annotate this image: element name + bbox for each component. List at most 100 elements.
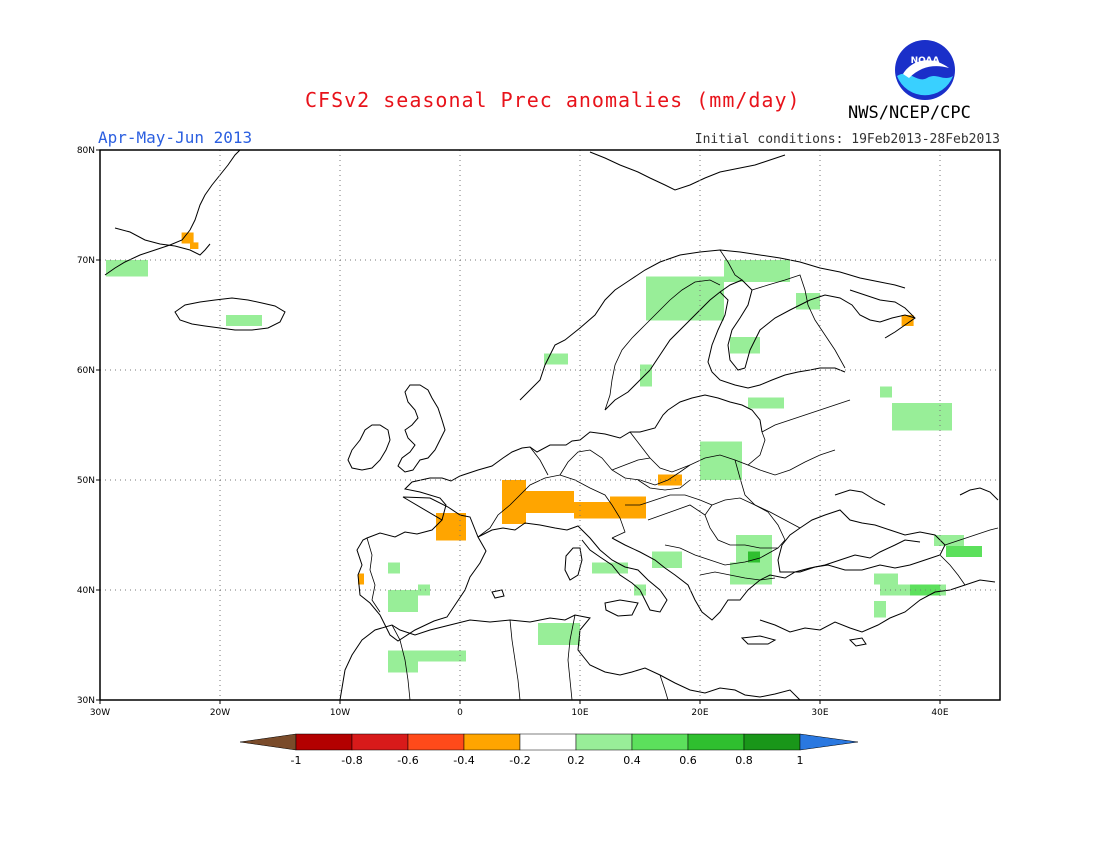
colorbar-label-9: 1: [797, 754, 804, 767]
anomaly-patch-27: [388, 590, 418, 612]
coastline-greenland-south: [114, 227, 211, 256]
border-turkey: [759, 554, 966, 586]
coastline-crete: [740, 635, 777, 645]
coastline-balearics: [491, 589, 505, 599]
logo-text: NOAA: [911, 56, 940, 66]
anomaly-patch-5: [436, 513, 466, 541]
anomaly-patch-0: [181, 232, 194, 244]
anomaly-patch-15: [730, 337, 760, 354]
agency-label: NWS/NCEP/CPC: [848, 103, 971, 123]
coastline-black-sea: [777, 509, 946, 573]
anomaly-patch-9: [358, 573, 364, 585]
coastline-cyprus: [848, 637, 867, 647]
anomaly-patch-2: [502, 480, 526, 524]
anomaly-patch-28: [418, 584, 430, 596]
coastline-anatolia: [759, 579, 996, 633]
anomaly-patch-1: [190, 242, 199, 249]
season-label: Apr-May-Jun 2013: [98, 128, 253, 147]
anomaly-patch-39: [748, 551, 760, 563]
colorbar-cells: [239, 733, 859, 751]
logo-wave: [897, 73, 953, 96]
anomaly-patch-18: [748, 397, 784, 409]
anomaly-patch-13: [724, 260, 790, 282]
coastline-adriatic: [611, 537, 921, 621]
colorbar-cell-7: [687, 733, 745, 751]
initial-conditions-label: Initial conditions: 19Feb2013-28Feb2013: [694, 132, 1000, 147]
chart-title: CFSv2 seasonal Prec anomalies (mm/day): [305, 88, 801, 112]
lon-label--20: 20W: [210, 708, 230, 718]
colorbar-label-6: 0.4: [623, 754, 641, 767]
border-germany: [529, 446, 691, 486]
colorbar-label-8: 0.8: [735, 754, 753, 767]
lat-label-30: 30N: [77, 696, 95, 706]
border-finland-russia: [751, 274, 846, 369]
colorbar-cell-3: [463, 733, 521, 751]
colorbar-cell-2: [407, 733, 465, 751]
border-norway-sweden: [604, 279, 721, 411]
coastline-azov: [834, 489, 886, 506]
border-czech: [611, 457, 691, 491]
coastline-baltic-south: [667, 394, 763, 433]
lat-label-70: 70N: [77, 256, 95, 266]
axis-ticks: [96, 149, 941, 704]
anomaly-patch-20: [880, 386, 892, 398]
colorbar-cell-above-max: [799, 733, 859, 751]
anomaly-patch-31: [538, 623, 580, 645]
lat-label-40: 40N: [77, 586, 95, 596]
border-caucasus: [944, 527, 999, 546]
anomaly-patches: [106, 232, 982, 673]
noaa-logo: NOAA: [895, 40, 955, 100]
anomaly-patch-35: [874, 601, 886, 618]
coastline-finland: [744, 294, 916, 369]
coastline-west-europe: [403, 409, 669, 521]
lon-label--10: 10W: [330, 708, 350, 718]
colorbar-label-1: -0.8: [341, 754, 362, 767]
border-spain-portugal: [366, 537, 381, 613]
map-frame: [99, 149, 1001, 701]
colorbar-label-5: 0.2: [567, 754, 585, 767]
colorbar-label-0: -1: [291, 754, 302, 767]
coastline-ireland: [347, 424, 391, 471]
anomaly-patch-30: [388, 661, 418, 673]
lon-label-30: 30E: [811, 708, 828, 718]
coastline-north-africa: [339, 614, 801, 701]
anomaly-patch-17: [640, 364, 652, 387]
colorbar-cell-6: [631, 733, 689, 751]
border-sweden-finland: [719, 249, 743, 281]
colorbar-cell-0: [295, 733, 353, 751]
coastline-iceland: [174, 297, 286, 331]
lat-lon-grid: [100, 150, 1000, 700]
border-baltics: [761, 399, 851, 433]
anomaly-patch-19: [892, 403, 952, 431]
lat-label-60: 60N: [77, 366, 95, 376]
anomaly-patch-25: [592, 562, 628, 574]
anomaly-patch-37: [946, 546, 982, 557]
colorbar-cell-below-min: [239, 733, 297, 751]
colorbar-label-2: -0.6: [397, 754, 418, 767]
anomaly-patch-36: [934, 535, 964, 546]
coastline-med-north: [477, 522, 668, 613]
longitude-labels: 30W 20W 10W 0 10E 20E 30E 40E: [90, 708, 949, 718]
anomaly-patch-3: [526, 491, 574, 513]
lon-label-10: 10E: [571, 708, 588, 718]
colorbar-label-3: -0.4: [453, 754, 474, 767]
colorbar-cell-1: [351, 733, 409, 751]
lon-label-20: 20E: [691, 708, 708, 718]
border-africa: [391, 614, 669, 701]
anomaly-patch-11: [226, 315, 262, 326]
lat-label-50: 50N: [77, 476, 95, 486]
coastline-greenland: [104, 149, 241, 276]
anomaly-patch-16: [544, 353, 568, 365]
lat-label-80: 80N: [77, 146, 95, 156]
coastline-white-sea: [849, 289, 916, 339]
anomaly-patch-12: [646, 276, 724, 321]
coastline-norway: [519, 249, 906, 401]
lon-label-40: 40E: [931, 708, 948, 718]
coastline-svalbard: [589, 151, 786, 191]
lon-label-0: 0: [457, 708, 463, 718]
coastline-sicily: [604, 599, 639, 617]
border-balkans: [647, 504, 779, 581]
latitude-labels: 80N 70N 60N 50N 40N 30N: [77, 146, 95, 706]
